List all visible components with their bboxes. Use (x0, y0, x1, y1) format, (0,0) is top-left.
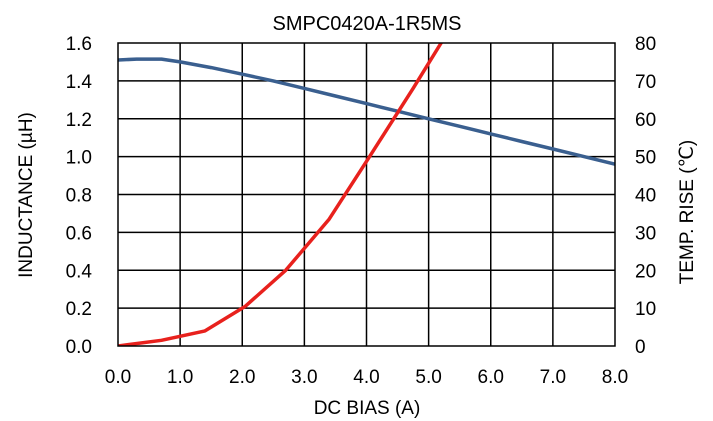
x-tick-label: 7.0 (540, 367, 566, 388)
y-tick-label: 1.6 (66, 34, 92, 55)
x-tick-label: 3.0 (291, 367, 317, 388)
y-tick-label: 0.0 (66, 337, 92, 358)
y2-tick-label: 30 (635, 223, 656, 244)
x-tick-label: 1.0 (167, 367, 193, 388)
y-tick-label: 0.8 (66, 186, 92, 207)
chart-title: SMPC0420A-1R5MS (273, 13, 462, 35)
x-tick-label: 8.0 (602, 367, 628, 388)
x-tick-label: 2.0 (229, 367, 255, 388)
plot-frame (117, 42, 616, 347)
x-tick-label: 0.0 (105, 367, 131, 388)
y-tick-labels: 0.0 0.2 0.4 0.6 0.8 1.0 1.2 1.4 1.6 (66, 34, 93, 358)
y2-axis-label: TEMP. RISE (℃) (677, 140, 698, 285)
y2-tick-label: 20 (635, 261, 656, 282)
y2-tick-label: 70 (635, 72, 656, 93)
series-layer (118, 43, 615, 346)
y-tick-label: 1.0 (66, 148, 92, 169)
y2-tick-label: 80 (635, 34, 656, 55)
inductance-line (118, 57, 615, 166)
y2-tick-label: 40 (635, 186, 656, 207)
temp-rise-line (118, 43, 443, 346)
y-tick-label: 0.2 (66, 299, 92, 320)
y-tick-label: 1.4 (66, 72, 93, 93)
y-tick-label: 0.4 (66, 261, 93, 282)
y2-tick-labels: 0 10 20 30 40 50 60 70 80 (635, 34, 656, 358)
x-tick-label: 4.0 (353, 367, 379, 388)
y2-tick-label: 0 (635, 337, 646, 358)
x-tick-labels: 0.0 1.0 2.0 3.0 4.0 5.0 6.0 7.0 8.0 (105, 367, 628, 388)
y-axis-label: INDUCTANCE (µH) (16, 112, 37, 278)
x-axis-label: DC BIAS (A) (314, 398, 421, 419)
y-tick-label: 1.2 (66, 110, 92, 131)
y2-tick-label: 60 (635, 110, 656, 131)
gridlines (118, 43, 615, 346)
y-tick-label: 0.6 (66, 223, 92, 244)
x-tick-label: 6.0 (478, 367, 504, 388)
y2-tick-label: 50 (635, 148, 656, 169)
y2-tick-label: 10 (635, 299, 656, 320)
x-tick-label: 5.0 (415, 367, 441, 388)
